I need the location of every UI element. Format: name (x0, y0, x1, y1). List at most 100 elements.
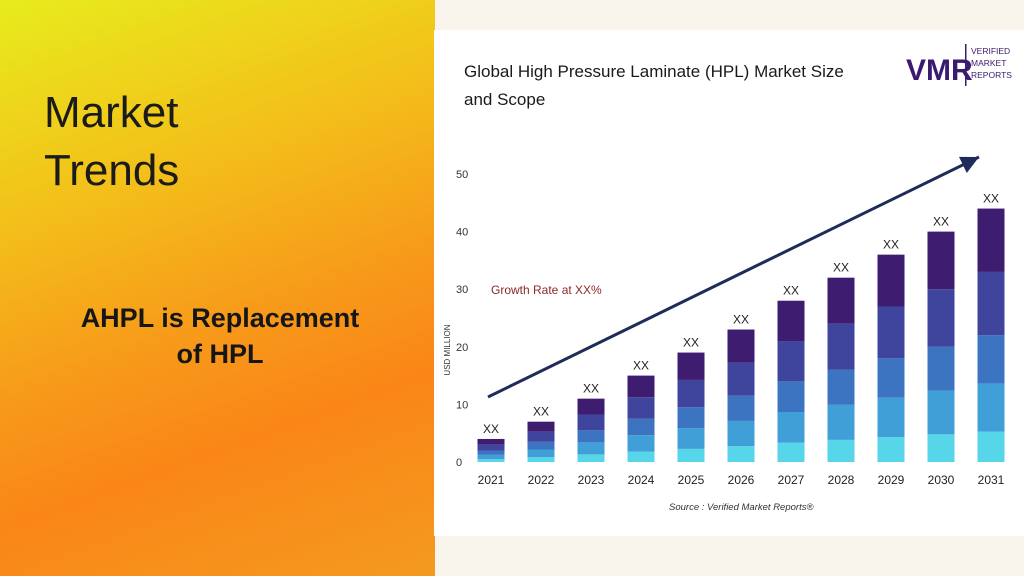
x-tick-label: 2031 (978, 473, 1005, 487)
bar-segment (627, 451, 655, 462)
bar-segment (977, 383, 1005, 432)
bar-segment (527, 431, 555, 442)
bar-segment (577, 430, 605, 443)
data-label: XX (933, 215, 949, 229)
x-tick-label: 2021 (478, 473, 505, 487)
bar-segment (677, 379, 705, 408)
bar-segment (677, 448, 705, 462)
x-tick-label: 2030 (928, 473, 955, 487)
bar-segment (827, 439, 855, 462)
x-tick-label: 2026 (728, 473, 755, 487)
x-tick-label: 2022 (528, 473, 555, 487)
chart-card: Global High Pressure Laminate (HPL) Mark… (434, 30, 1024, 536)
bar-segment (477, 450, 505, 455)
bar-segment (927, 434, 955, 462)
y-axis-ticks: 0 10 20 30 40 50 (456, 169, 468, 469)
bar-segment (627, 397, 655, 419)
x-tick-label: 2028 (828, 473, 855, 487)
data-label: XX (583, 382, 599, 396)
y-tick-label: 30 (456, 284, 468, 296)
bar-segment (777, 341, 805, 382)
x-tick-label: 2024 (628, 473, 655, 487)
bar-segment (977, 335, 1005, 384)
bar-segment (977, 271, 1005, 336)
x-tick-label: 2029 (878, 473, 905, 487)
bar-segment (777, 442, 805, 462)
data-labels: XX XX XX XX XX XX XX XX XX XX XX (483, 192, 999, 436)
bar-segment (827, 369, 855, 405)
data-label: XX (633, 359, 649, 373)
chart-title-line-1: Global High Pressure Laminate (HPL) Mark… (464, 62, 844, 81)
y-tick-label: 40 (456, 227, 468, 239)
x-axis-ticks: 2021 2022 2023 2024 2025 2026 2027 2028 2029 2030… (478, 473, 1005, 487)
bar-segment (727, 329, 755, 363)
bar-segment (627, 435, 655, 452)
bar-segment (677, 352, 705, 380)
data-label: XX (483, 422, 499, 436)
bar-2026 (727, 329, 755, 462)
growth-rate-annotation: Growth Rate at XX% (491, 283, 602, 297)
bar-segment (877, 254, 905, 307)
bar-segment (927, 390, 955, 435)
y-tick-label: 0 (456, 457, 462, 469)
bar-2027 (777, 300, 805, 462)
bar-segment (827, 277, 855, 324)
bar-segment (477, 454, 505, 460)
bar-segment (877, 397, 905, 438)
bar-segment (927, 289, 955, 347)
bar-segment (977, 431, 1005, 462)
bar-2021 (477, 438, 505, 462)
bar-segment (527, 449, 555, 458)
bar-segment (577, 442, 605, 455)
bar-segment (727, 362, 755, 396)
left-panel: Market Trends AHPL is Replacement of HPL (0, 0, 435, 576)
logo-mark: VMR (906, 54, 973, 87)
bar-2022 (527, 421, 555, 462)
y-tick-label: 10 (456, 399, 468, 411)
bar-segment (477, 459, 505, 462)
growth-trend-arrow (487, 155, 980, 399)
bar-2023 (577, 398, 605, 462)
bar-segment (527, 421, 555, 432)
bar-segment (877, 358, 905, 398)
data-label: XX (833, 261, 849, 275)
logo-divider (965, 44, 967, 86)
bars (477, 208, 1005, 462)
y-axis-label: USD MILLION (443, 324, 452, 375)
bar-segment (677, 428, 705, 449)
bar-2025 (677, 352, 705, 462)
chart-source: Source : Verified Market Reports® (669, 502, 813, 513)
data-label: XX (783, 284, 799, 298)
data-label: XX (683, 336, 699, 350)
bar-segment (677, 407, 705, 429)
bar-segment (477, 438, 505, 445)
logo-text-2: MARKET (971, 58, 1006, 68)
data-label: XX (883, 238, 899, 252)
y-tick-label: 50 (456, 169, 468, 181)
bar-segment (877, 306, 905, 359)
bar-segment (577, 414, 605, 431)
y-tick-label: 20 (456, 342, 468, 354)
bar-segment (527, 441, 555, 450)
bar-segment (527, 457, 555, 462)
bar-segment (977, 208, 1005, 272)
logo-text-3: REPORTS (971, 70, 1012, 80)
bar-segment (727, 446, 755, 462)
chart-title-line-2: and Scope (464, 90, 545, 109)
x-tick-label: 2023 (578, 473, 605, 487)
vmr-logo: VMR VERIFIED MARKET REPORTS (906, 44, 1012, 87)
bar-2029 (877, 254, 905, 462)
bar-2028 (827, 277, 855, 462)
bar-segment (877, 437, 905, 462)
bar-segment (577, 454, 605, 462)
bar-segment (477, 444, 505, 451)
bar-segment (927, 231, 955, 290)
market-size-chart: Global High Pressure Laminate (HPL) Mark… (443, 44, 1012, 513)
bar-2031 (977, 208, 1005, 462)
data-label: XX (533, 405, 549, 419)
x-tick-label: 2025 (678, 473, 705, 487)
data-label: XX (733, 313, 749, 327)
bar-segment (927, 346, 955, 391)
bar-2030 (927, 231, 955, 462)
bar-2024 (627, 375, 655, 462)
